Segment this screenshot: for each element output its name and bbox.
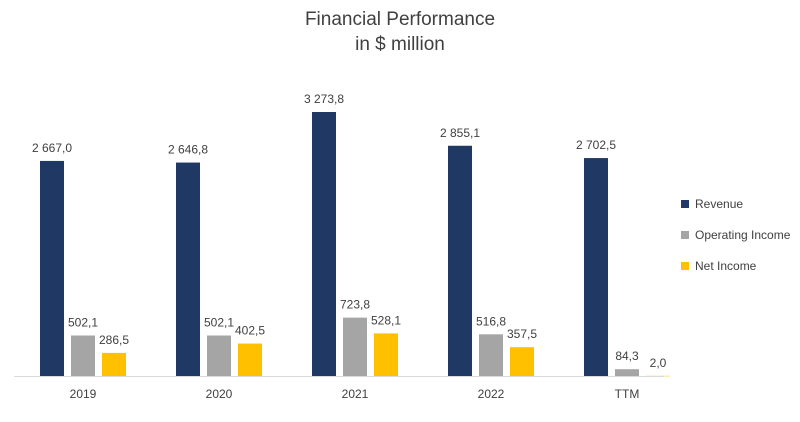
data-label-revenue-2019: 2 667,0 bbox=[32, 141, 72, 155]
bar-net-income-2022 bbox=[510, 347, 534, 376]
legend-label-revenue: Revenue bbox=[695, 196, 744, 211]
x-tick-label-2019: 2019 bbox=[70, 387, 97, 401]
data-label-revenue-ttm: 2 702,5 bbox=[576, 138, 616, 152]
legend-swatch-net-income bbox=[681, 261, 689, 270]
legend-item-operating-income: Operating Income bbox=[681, 219, 790, 250]
data-label-operating-income-ttm: 84,3 bbox=[615, 349, 639, 363]
data-label-operating-income-2021: 723,8 bbox=[340, 298, 370, 312]
bar-revenue-2020 bbox=[176, 162, 200, 376]
data-label-revenue-2020: 2 646,8 bbox=[168, 143, 208, 157]
bar-operating-income-2021 bbox=[343, 317, 367, 376]
data-label-net-income-2020: 402,5 bbox=[235, 324, 265, 338]
legend-swatch-operating-income bbox=[681, 230, 689, 239]
legend-swatch-revenue bbox=[681, 199, 689, 208]
bar-revenue-ttm bbox=[584, 158, 608, 376]
legend-item-net-income: Net Income bbox=[681, 250, 790, 281]
bar-revenue-2019 bbox=[40, 160, 64, 376]
bar-revenue-2021 bbox=[312, 112, 336, 376]
legend-item-revenue: Revenue bbox=[681, 188, 790, 219]
x-tick-label-2021: 2021 bbox=[342, 387, 369, 401]
data-label-operating-income-2019: 502,1 bbox=[68, 316, 98, 330]
legend-label-net-income: Net Income bbox=[695, 258, 757, 273]
legend-label-operating-income: Operating Income bbox=[695, 227, 791, 242]
data-label-operating-income-2022: 516,8 bbox=[476, 314, 506, 328]
chart-title: Financial Performance bbox=[304, 9, 496, 30]
data-label-revenue-2022: 2 855,1 bbox=[440, 126, 480, 140]
data-label-net-income-2021: 528,1 bbox=[371, 313, 401, 327]
legend: Revenue Operating Income Net Income bbox=[681, 188, 790, 281]
bar-operating-income-2019 bbox=[71, 335, 95, 376]
bar-revenue-2022 bbox=[448, 145, 472, 376]
data-label-revenue-2021: 3 273,8 bbox=[304, 92, 344, 106]
bar-operating-income-ttm bbox=[615, 369, 639, 376]
data-label-net-income-ttm: 2,0 bbox=[650, 356, 667, 370]
data-label-net-income-2022: 357,5 bbox=[507, 327, 537, 341]
x-tick-label-ttm: TTM bbox=[615, 387, 640, 401]
bar-net-income-2021 bbox=[374, 333, 398, 376]
bar-net-income-2019 bbox=[102, 352, 126, 376]
chart-subtitle: in $ million bbox=[355, 34, 445, 55]
bar-operating-income-2020 bbox=[207, 335, 231, 376]
x-tick-label-2022: 2022 bbox=[478, 387, 505, 401]
bar-operating-income-2022 bbox=[479, 334, 503, 376]
bar-net-income-2020 bbox=[238, 343, 262, 376]
data-label-net-income-2019: 286,5 bbox=[99, 333, 129, 347]
x-tick-label-2020: 2020 bbox=[206, 387, 233, 401]
data-label-operating-income-2020: 502,1 bbox=[204, 316, 234, 330]
